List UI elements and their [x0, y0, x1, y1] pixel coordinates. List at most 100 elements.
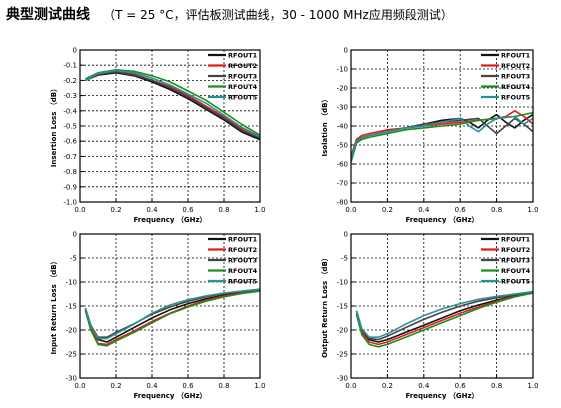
- y-tick-label: -10: [337, 66, 348, 74]
- legend-label: RFOUT4: [228, 83, 258, 91]
- y-tick-label: -0.8: [63, 168, 77, 176]
- y-tick-label: -0.9: [63, 183, 77, 191]
- legend-label: RFOUT5: [228, 278, 258, 286]
- legend-label: RFOUT1: [501, 236, 531, 244]
- y-axis-label: Output Return Loss （dB）: [321, 254, 329, 358]
- x-axis-label: Frequency （GHz）: [133, 392, 206, 400]
- x-tick-label: 0.6: [182, 206, 194, 214]
- y-tick-label: -1.0: [63, 199, 77, 207]
- x-tick-label: 0.6: [455, 382, 467, 390]
- y-tick-label: 0: [344, 231, 348, 239]
- legend-label: RFOUT1: [228, 52, 258, 60]
- x-tick-label: 1.0: [254, 206, 265, 214]
- y-axis-label: Insertion Loss （dB）: [50, 85, 58, 167]
- legend-label: RFOUT3: [501, 257, 530, 265]
- y-tick-label: -0.4: [63, 107, 77, 115]
- y-tick-label: -15: [66, 303, 77, 311]
- y-tick-label: -25: [66, 351, 77, 359]
- legend-label: RFOUT5: [228, 94, 258, 102]
- x-axis-label: Frequency （GHz）: [405, 216, 478, 224]
- legend-label: RFOUT2: [228, 62, 257, 70]
- x-tick-label: 0.0: [74, 206, 85, 214]
- legend-label: RFOUT4: [228, 267, 258, 275]
- y-axis-label: Input Return Loss （dB）: [50, 257, 58, 354]
- y-tick-label: -0.3: [63, 92, 77, 100]
- y-tick-label: -20: [66, 327, 77, 335]
- insertion-loss-chart: 0.0 0.2 0.4 0.6 0.8 1.0 0 -0.1 -0.2 -0.3 -0.4 -0.5 -…: [50, 47, 266, 225]
- x-tick-label: 0.4: [146, 206, 158, 214]
- y-tick-label: -70: [337, 180, 348, 188]
- y-tick-label: -15: [337, 303, 348, 311]
- legend-label: RFOUT1: [501, 52, 531, 60]
- series-line-rfout5: [355, 290, 533, 338]
- y-tick-label: -5: [341, 255, 348, 263]
- y-tick-label: -10: [66, 279, 77, 287]
- x-tick-label: 0.2: [110, 382, 121, 390]
- legend-label: RFOUT1: [228, 236, 258, 244]
- page-title: 典型测试曲线: [6, 7, 90, 23]
- y-tick-label: -10: [337, 279, 348, 287]
- y-tick-label: -0.5: [63, 123, 77, 131]
- legend-label: RFOUT2: [228, 246, 257, 254]
- x-tick-label: 0.8: [491, 206, 502, 214]
- plot-frame: [350, 49, 534, 203]
- x-tick-label: 0.8: [218, 382, 229, 390]
- x-tick-label: 1.0: [527, 382, 538, 390]
- plot-frame: [79, 49, 261, 203]
- y-tick-label: -30: [337, 104, 348, 112]
- series-line-rfout4: [355, 292, 533, 348]
- x-tick-label: 0.0: [74, 382, 85, 390]
- page-header: 典型测试曲线 （T = 25 °C，评估板测试曲线，30 - 1000 MHz应…: [6, 4, 453, 24]
- y-tick-label: -40: [337, 123, 348, 131]
- x-tick-label: 0.6: [182, 382, 194, 390]
- y-tick-label: -80: [337, 199, 348, 207]
- series-line-rfout3: [355, 291, 533, 341]
- x-tick-label: 0.4: [146, 382, 158, 390]
- y-tick-label: -20: [337, 327, 348, 335]
- x-tick-label: 0.2: [110, 206, 121, 214]
- plot-frame: [350, 233, 534, 379]
- x-tick-label: 0.2: [382, 382, 393, 390]
- y-tick-label: -60: [337, 161, 348, 169]
- series-line-rfout4: [84, 290, 260, 347]
- series-line-rfout5: [84, 288, 260, 340]
- y-tick-label: -5: [70, 255, 77, 263]
- series-line-rfout5: [351, 115, 533, 159]
- x-tick-label: 0.2: [382, 206, 393, 214]
- series-line-rfout1: [355, 291, 533, 343]
- y-tick-label: 0: [344, 47, 348, 55]
- y-tick-label: -50: [337, 142, 348, 150]
- y-tick-label: -0.2: [63, 77, 77, 85]
- page-subtitle: （T = 25 °C，评估板测试曲线，30 - 1000 MHz应用频段测试）: [103, 8, 453, 22]
- legend-label: RFOUT3: [501, 73, 530, 81]
- y-tick-label: -25: [337, 351, 348, 359]
- input-return-loss-chart: 0.0 0.2 0.4 0.6 0.8 1.0 0 -5 -10 -15 -20 -25 -30 RFOU…: [50, 231, 266, 401]
- series-line-rfout5: [85, 69, 260, 138]
- legend-label: RFOUT2: [501, 246, 530, 254]
- y-tick-label: -0.6: [63, 138, 77, 146]
- y-tick-label: -30: [66, 375, 77, 383]
- x-tick-label: 0.4: [418, 206, 430, 214]
- x-tick-label: 0.8: [491, 382, 502, 390]
- x-axis-label: Frequency （GHz）: [405, 392, 478, 400]
- legend-label: RFOUT2: [501, 62, 530, 70]
- x-tick-label: 1.0: [527, 206, 538, 214]
- y-tick-label: -0.7: [63, 153, 77, 161]
- x-axis-label: Frequency （GHz）: [133, 216, 206, 224]
- legend-label: RFOUT3: [228, 257, 257, 265]
- legend-label: RFOUT4: [501, 83, 531, 91]
- y-tick-label: 0: [73, 231, 77, 239]
- series-line-rfout3: [85, 71, 260, 139]
- isolation-chart: 0.0 0.2 0.4 0.6 0.8 1.0 0 -10 -20 -30 -40 -50 -60 -70…: [321, 47, 539, 225]
- legend-label: RFOUT3: [228, 73, 257, 81]
- legend-label: RFOUT4: [501, 267, 531, 275]
- x-tick-label: 1.0: [254, 382, 265, 390]
- x-tick-label: 0.4: [418, 382, 430, 390]
- series-line-rfout2: [351, 110, 533, 157]
- legend-label: RFOUT5: [501, 278, 531, 286]
- output-return-loss-chart: 0.0 0.2 0.4 0.6 0.8 1.0 0 -5 -10 -15 -20 -25 -30 RFOU…: [321, 231, 539, 401]
- y-axis-label: Isolation （dB）: [321, 95, 329, 156]
- x-tick-label: 0.0: [345, 206, 356, 214]
- x-tick-label: 0.8: [218, 206, 229, 214]
- y-tick-label: 0: [73, 47, 77, 55]
